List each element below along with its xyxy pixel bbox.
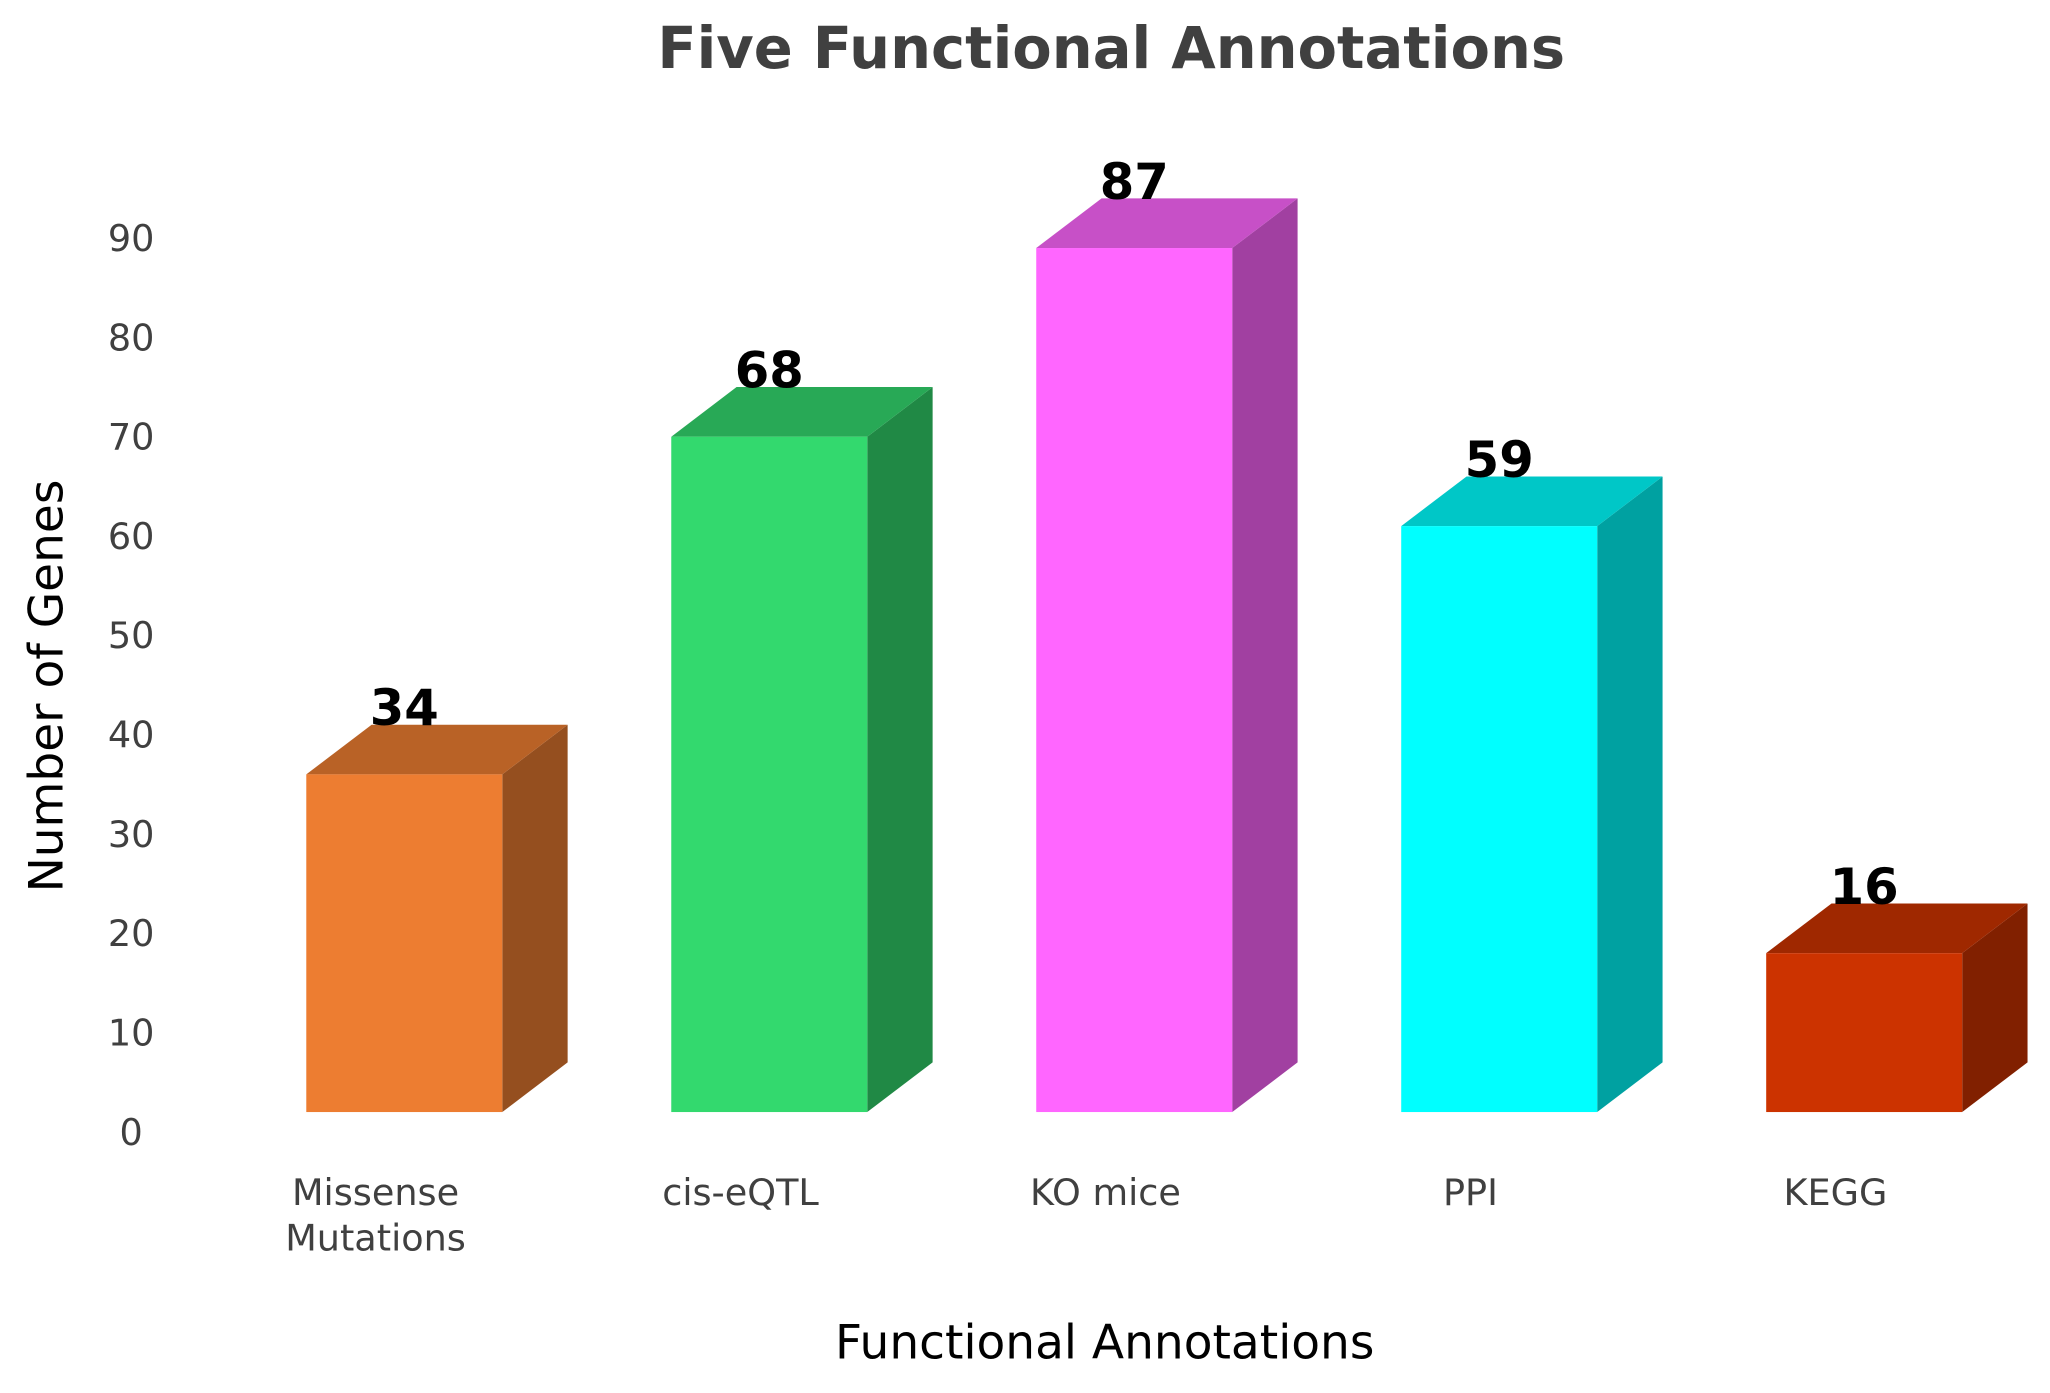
bar-side <box>502 724 568 1113</box>
y-tick-label: 0 <box>120 1111 143 1154</box>
y-tick-label: 90 <box>108 217 155 260</box>
value-label: 16 <box>1830 858 1899 916</box>
bar <box>1766 953 1963 1113</box>
chart-title: Five Functional Annotations <box>657 15 1565 82</box>
x-tick-label: KO mice <box>1030 1170 1181 1214</box>
x-tick-label: PPI <box>1442 1170 1498 1214</box>
value-label: 87 <box>1100 153 1169 211</box>
y-tick-label: 20 <box>108 912 155 955</box>
bar-top <box>1036 198 1298 249</box>
bar-side <box>1962 903 2028 1113</box>
value-label: 34 <box>370 679 439 737</box>
y-tick-label: 10 <box>108 1011 155 1054</box>
x-tick-label-box: KO mice <box>1030 1170 1181 1214</box>
bar-top <box>306 724 568 775</box>
y-tick-label: 80 <box>108 316 155 359</box>
value-label: 68 <box>735 341 804 399</box>
y-tick-label: 40 <box>108 714 155 757</box>
x-tick-label: cis-eQTL <box>662 1170 819 1214</box>
bar-side <box>1232 198 1298 1113</box>
x-tick-label-box: cis-eQTL <box>662 1170 819 1214</box>
x-tick-label-box: KEGG <box>1783 1170 1888 1214</box>
value-label: 59 <box>1465 431 1534 489</box>
bar <box>1036 248 1233 1113</box>
y-tick-label: 50 <box>108 614 155 657</box>
x-tick-label: KEGG <box>1783 1170 1888 1214</box>
bar-side <box>1597 476 1663 1113</box>
y-tick-label: 70 <box>108 416 155 459</box>
x-tick-label-box: Missense Mutations <box>285 1170 466 1260</box>
y-tick-label: 60 <box>108 515 155 558</box>
y-tick-label: 30 <box>108 813 155 856</box>
bar <box>306 774 503 1113</box>
bar <box>671 436 868 1113</box>
x-tick-label: Missense Mutations <box>285 1170 466 1260</box>
bar-top <box>1766 903 2028 954</box>
x-axis-label: Functional Annotations <box>835 1315 1374 1370</box>
bar <box>1401 526 1598 1113</box>
bar-top <box>1401 476 1663 527</box>
y-axis-label: Number of Genes <box>20 480 75 893</box>
x-tick-label-box: PPI <box>1442 1170 1498 1214</box>
bar-side <box>867 387 933 1113</box>
bar-top <box>671 387 933 437</box>
